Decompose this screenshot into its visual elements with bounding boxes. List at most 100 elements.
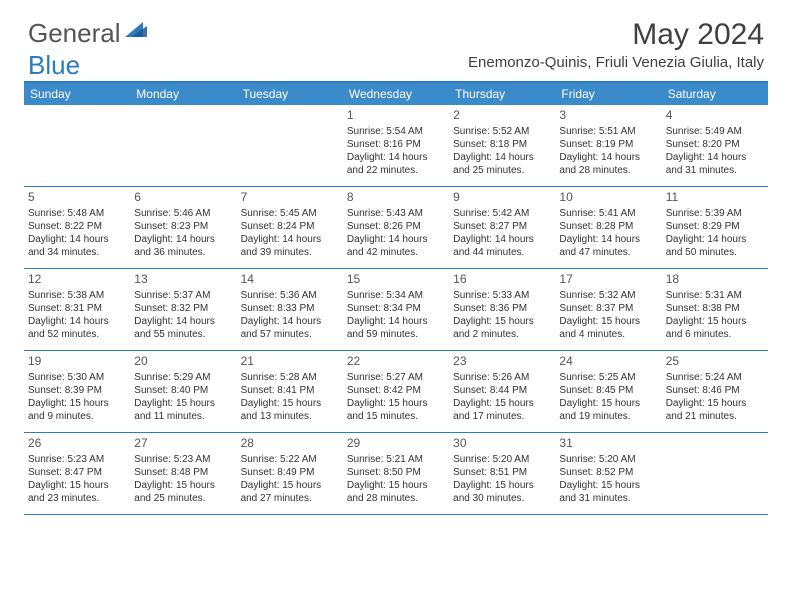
weekday-header: Saturday <box>662 83 768 105</box>
sunset-text: Sunset: 8:34 PM <box>347 302 445 315</box>
daylight-text: and 39 minutes. <box>241 246 339 259</box>
sunset-text: Sunset: 8:38 PM <box>666 302 764 315</box>
sunrise-text: Sunrise: 5:29 AM <box>134 371 232 384</box>
sunrise-text: Sunrise: 5:21 AM <box>347 453 445 466</box>
triangle-icon <box>125 20 147 43</box>
daylight-text: and 22 minutes. <box>347 164 445 177</box>
logo-text-blue: Blue <box>28 50 80 81</box>
calendar-cell: 7Sunrise: 5:45 AMSunset: 8:24 PMDaylight… <box>237 187 343 269</box>
daylight-text: and 50 minutes. <box>666 246 764 259</box>
logo: General <box>28 18 149 49</box>
day-number: 15 <box>347 272 445 288</box>
calendar-cell: 8Sunrise: 5:43 AMSunset: 8:26 PMDaylight… <box>343 187 449 269</box>
sunset-text: Sunset: 8:19 PM <box>559 138 657 151</box>
calendar-cell: 25Sunrise: 5:24 AMSunset: 8:46 PMDayligh… <box>662 351 768 433</box>
day-number: 19 <box>28 354 126 370</box>
day-number: 21 <box>241 354 339 370</box>
sunset-text: Sunset: 8:36 PM <box>453 302 551 315</box>
daylight-text: Daylight: 14 hours <box>28 315 126 328</box>
daylight-text: Daylight: 15 hours <box>241 479 339 492</box>
daylight-text: Daylight: 14 hours <box>559 233 657 246</box>
sunset-text: Sunset: 8:23 PM <box>134 220 232 233</box>
calendar-cell <box>24 105 130 187</box>
calendar-cell: 26Sunrise: 5:23 AMSunset: 8:47 PMDayligh… <box>24 433 130 515</box>
sunrise-text: Sunrise: 5:49 AM <box>666 125 764 138</box>
daylight-text: Daylight: 14 hours <box>241 233 339 246</box>
daylight-text: Daylight: 14 hours <box>347 315 445 328</box>
day-number: 20 <box>134 354 232 370</box>
calendar-cell <box>237 105 343 187</box>
sunrise-text: Sunrise: 5:45 AM <box>241 207 339 220</box>
daylight-text: Daylight: 14 hours <box>347 151 445 164</box>
sunset-text: Sunset: 8:18 PM <box>453 138 551 151</box>
weekday-header: Tuesday <box>237 83 343 105</box>
daylight-text: and 28 minutes. <box>559 164 657 177</box>
location-subtitle: Enemonzo-Quinis, Friuli Venezia Giulia, … <box>468 54 764 71</box>
sunrise-text: Sunrise: 5:28 AM <box>241 371 339 384</box>
calendar-cell: 15Sunrise: 5:34 AMSunset: 8:34 PMDayligh… <box>343 269 449 351</box>
calendar-cell: 20Sunrise: 5:29 AMSunset: 8:40 PMDayligh… <box>130 351 236 433</box>
sunrise-text: Sunrise: 5:37 AM <box>134 289 232 302</box>
sunset-text: Sunset: 8:39 PM <box>28 384 126 397</box>
weekday-header: Friday <box>555 83 661 105</box>
daylight-text: and 17 minutes. <box>453 410 551 423</box>
calendar-cell: 10Sunrise: 5:41 AMSunset: 8:28 PMDayligh… <box>555 187 661 269</box>
sunset-text: Sunset: 8:47 PM <box>28 466 126 479</box>
sunrise-text: Sunrise: 5:38 AM <box>28 289 126 302</box>
daylight-text: Daylight: 15 hours <box>559 397 657 410</box>
logo-text-general: General <box>28 18 121 49</box>
calendar-cell <box>662 433 768 515</box>
calendar-cell: 2Sunrise: 5:52 AMSunset: 8:18 PMDaylight… <box>449 105 555 187</box>
day-number: 6 <box>134 190 232 206</box>
day-number: 8 <box>347 190 445 206</box>
day-number: 1 <box>347 108 445 124</box>
calendar-cell: 1Sunrise: 5:54 AMSunset: 8:16 PMDaylight… <box>343 105 449 187</box>
day-number: 9 <box>453 190 551 206</box>
daylight-text: Daylight: 15 hours <box>559 479 657 492</box>
sunrise-text: Sunrise: 5:23 AM <box>134 453 232 466</box>
calendar-cell: 31Sunrise: 5:20 AMSunset: 8:52 PMDayligh… <box>555 433 661 515</box>
daylight-text: and 21 minutes. <box>666 410 764 423</box>
sunset-text: Sunset: 8:50 PM <box>347 466 445 479</box>
daylight-text: Daylight: 14 hours <box>134 233 232 246</box>
daylight-text: and 13 minutes. <box>241 410 339 423</box>
day-number: 30 <box>453 436 551 452</box>
daylight-text: Daylight: 15 hours <box>28 479 126 492</box>
calendar-body: 1Sunrise: 5:54 AMSunset: 8:16 PMDaylight… <box>24 105 768 515</box>
day-number: 12 <box>28 272 126 288</box>
sunrise-text: Sunrise: 5:54 AM <box>347 125 445 138</box>
day-number: 16 <box>453 272 551 288</box>
daylight-text: and 59 minutes. <box>347 328 445 341</box>
daylight-text: Daylight: 14 hours <box>453 151 551 164</box>
sunrise-text: Sunrise: 5:25 AM <box>559 371 657 384</box>
day-number: 26 <box>28 436 126 452</box>
sunrise-text: Sunrise: 5:41 AM <box>559 207 657 220</box>
daylight-text: and 55 minutes. <box>134 328 232 341</box>
sunrise-text: Sunrise: 5:24 AM <box>666 371 764 384</box>
day-number: 18 <box>666 272 764 288</box>
day-number: 17 <box>559 272 657 288</box>
weekday-header: Wednesday <box>343 83 449 105</box>
weekday-header: Thursday <box>449 83 555 105</box>
calendar-cell: 3Sunrise: 5:51 AMSunset: 8:19 PMDaylight… <box>555 105 661 187</box>
daylight-text: and 28 minutes. <box>347 492 445 505</box>
sunset-text: Sunset: 8:27 PM <box>453 220 551 233</box>
daylight-text: and 4 minutes. <box>559 328 657 341</box>
sunrise-text: Sunrise: 5:51 AM <box>559 125 657 138</box>
daylight-text: and 34 minutes. <box>28 246 126 259</box>
daylight-text: Daylight: 15 hours <box>134 397 232 410</box>
calendar-table: SundayMondayTuesdayWednesdayThursdayFrid… <box>24 81 768 515</box>
calendar-header-row: SundayMondayTuesdayWednesdayThursdayFrid… <box>24 83 768 105</box>
sunset-text: Sunset: 8:40 PM <box>134 384 232 397</box>
sunrise-text: Sunrise: 5:36 AM <box>241 289 339 302</box>
calendar-cell: 28Sunrise: 5:22 AMSunset: 8:49 PMDayligh… <box>237 433 343 515</box>
daylight-text: Daylight: 14 hours <box>666 233 764 246</box>
daylight-text: and 2 minutes. <box>453 328 551 341</box>
calendar-cell: 30Sunrise: 5:20 AMSunset: 8:51 PMDayligh… <box>449 433 555 515</box>
daylight-text: Daylight: 14 hours <box>134 315 232 328</box>
sunset-text: Sunset: 8:44 PM <box>453 384 551 397</box>
daylight-text: and 27 minutes. <box>241 492 339 505</box>
daylight-text: and 30 minutes. <box>453 492 551 505</box>
day-number: 10 <box>559 190 657 206</box>
daylight-text: Daylight: 14 hours <box>241 315 339 328</box>
